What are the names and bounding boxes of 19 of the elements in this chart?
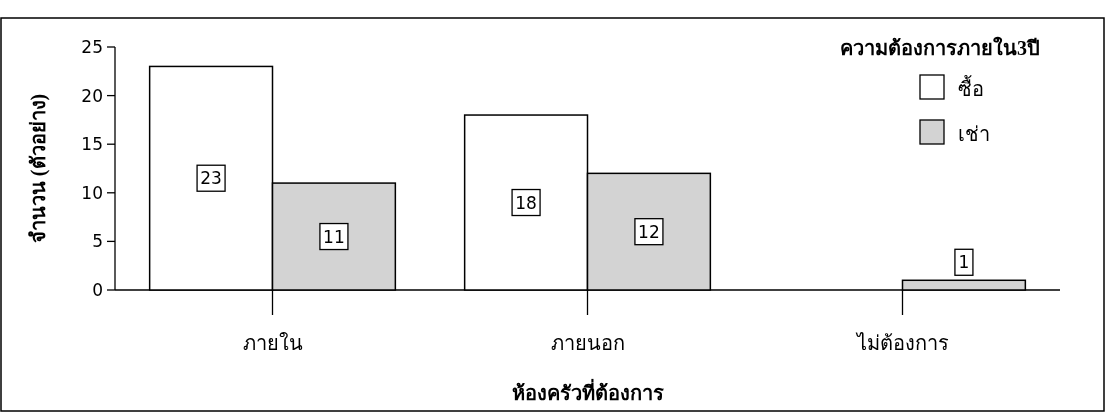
x-tick-label: ภายใน bbox=[242, 332, 303, 354]
y-tick-label: 25 bbox=[81, 37, 103, 57]
data-label: 12 bbox=[638, 221, 660, 242]
data-label: 11 bbox=[323, 226, 345, 247]
x-tick-label: ไม่ต้องการ bbox=[854, 332, 949, 354]
data-label: 23 bbox=[200, 168, 222, 189]
y-tick-label: 0 bbox=[92, 280, 103, 300]
y-tick-label: 20 bbox=[81, 85, 103, 106]
legend-title: ความต้องการภายใน3ปี bbox=[840, 36, 1040, 59]
legend-label: เช่า bbox=[958, 123, 990, 145]
x-axis-title: ห้องครัวที่ต้องการ bbox=[511, 378, 664, 404]
x-tick-label: ภายนอก bbox=[550, 332, 625, 354]
y-tick-label: 15 bbox=[81, 134, 103, 155]
legend-label: ซื้อ bbox=[958, 75, 984, 100]
y-axis-title: จำนวน (ตัวอย่าง) bbox=[27, 93, 50, 244]
y-tick-label: 5 bbox=[92, 231, 103, 252]
y-tick-label: 10 bbox=[81, 182, 103, 203]
data-label: 18 bbox=[515, 192, 537, 213]
data-label: 1 bbox=[958, 252, 970, 273]
